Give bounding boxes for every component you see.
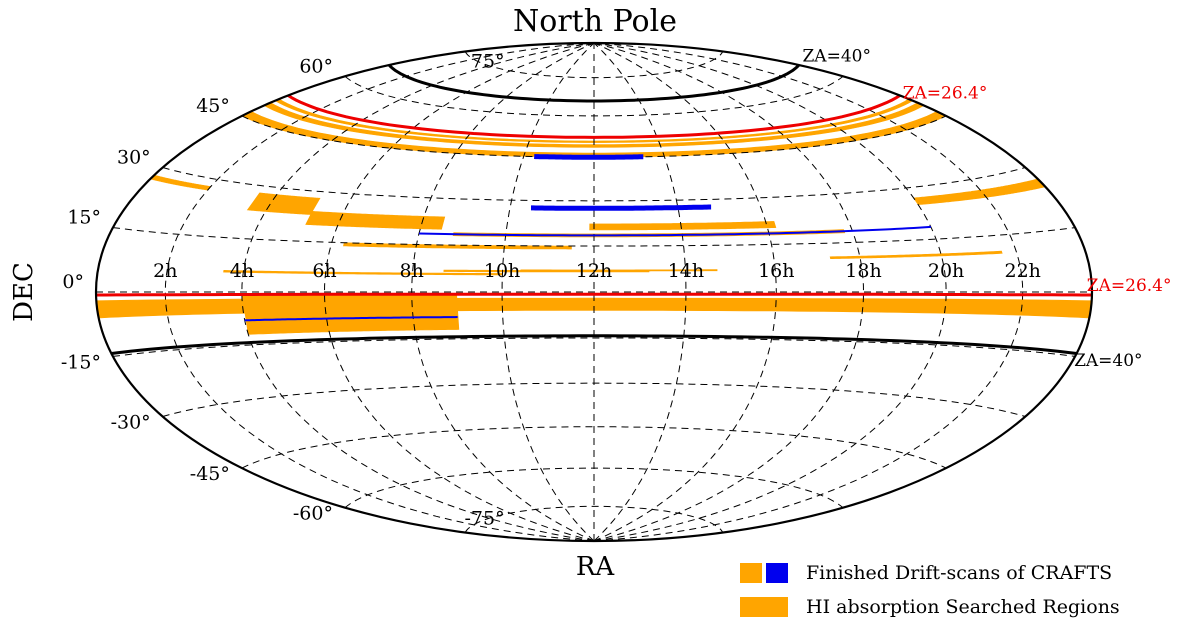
drift-scan-line [418,225,931,237]
ra-gridline [501,42,595,542]
za-label: ZA=26.4° [1087,276,1172,296]
za-boundary-line [96,292,1092,297]
ra-tick-label: 22h [1004,260,1040,282]
dec-tick-label: -30° [111,412,151,434]
drift-scan-lines [244,154,931,322]
dec-gridline [112,337,1076,357]
y-axis-label: DEC [9,262,39,322]
dec-tick-label: 15° [67,207,101,229]
za-boundary-lines [96,64,1092,355]
za-label: ZA=40° [803,47,871,67]
ra-gridline [593,42,865,542]
graticule-grid [96,42,1092,542]
legend-swatch-blue [766,563,788,583]
dec-tick-label: 60° [299,55,333,77]
x-axis-label: RA [576,552,616,582]
za-label: ZA=40° [1074,351,1142,371]
searched-region [246,192,321,215]
dec-gridline [162,382,1026,417]
searched-region [305,210,446,230]
legend-label-drift-scans: Finished Drift-scans of CRAFTS [806,562,1113,584]
legend-swatch-orange [740,563,762,583]
legend-swatch-searched [740,597,788,617]
ra-gridline [164,42,595,542]
drift-scan-line [244,316,458,322]
legend-item-searched-regions: HI absorption Searched Regions [740,590,1120,624]
dec-tick-label: -45° [190,463,230,485]
ra-tick-label: 16h [758,260,794,282]
ra-tick-label: 2h [153,260,177,282]
dec-tick-label: 30° [117,147,151,169]
axis-labels: ZA=40° ZA=26.4° ZA=26.4° ZA=40° 2h 4h 6h 8h 10h 1… [61,47,1172,530]
ra-tick-label: 10h [484,260,520,282]
ra-tick-label: 12h [576,260,612,282]
ra-tick-label: 18h [845,260,881,282]
ra-tick-label: 8h [400,260,424,282]
ra-tick-label: 6h [312,260,336,282]
chart-title: North Pole [513,4,677,39]
ra-gridline [593,42,1024,542]
dec-tick-label: -60° [293,503,333,525]
legend-label-searched-regions: HI absorption Searched Regions [806,596,1120,618]
legend: Finished Drift-scans of CRAFTS HI absorp… [740,556,1120,624]
searched-region [829,250,1003,259]
drift-scan-line [534,154,644,160]
ra-gridline [411,42,595,542]
ra-gridline [593,42,687,542]
za-boundary-line [111,334,1077,355]
searched-region [241,293,460,335]
searched-region [589,221,777,231]
ra-tick-label: 20h [928,260,964,282]
za-boundary-line [287,94,901,139]
dec-tick-label: 75° [471,50,505,72]
ra-gridline [593,42,777,542]
searched-region [520,269,718,272]
drift-scan-line [531,204,712,211]
ra-tick-label: 4h [230,260,254,282]
dec-tick-label: -75° [464,508,504,530]
za-boundary-line [388,64,800,103]
dec-tick-label: 45° [196,95,230,117]
map-outline [94,41,1094,543]
dec-tick-label: 0° [62,271,84,293]
dec-gridline [464,505,724,533]
searched-region [149,174,212,191]
za-label: ZA=26.4° [903,84,988,104]
dec-tick-label: -15° [61,351,101,373]
searched-region [913,178,1046,206]
ra-tick-label: 14h [668,260,704,282]
legend-item-drift-scans: Finished Drift-scans of CRAFTS [740,556,1120,590]
